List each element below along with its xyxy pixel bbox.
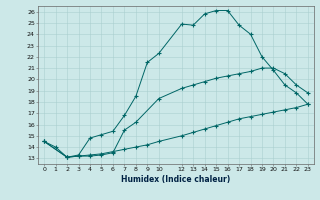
X-axis label: Humidex (Indice chaleur): Humidex (Indice chaleur) [121, 175, 231, 184]
